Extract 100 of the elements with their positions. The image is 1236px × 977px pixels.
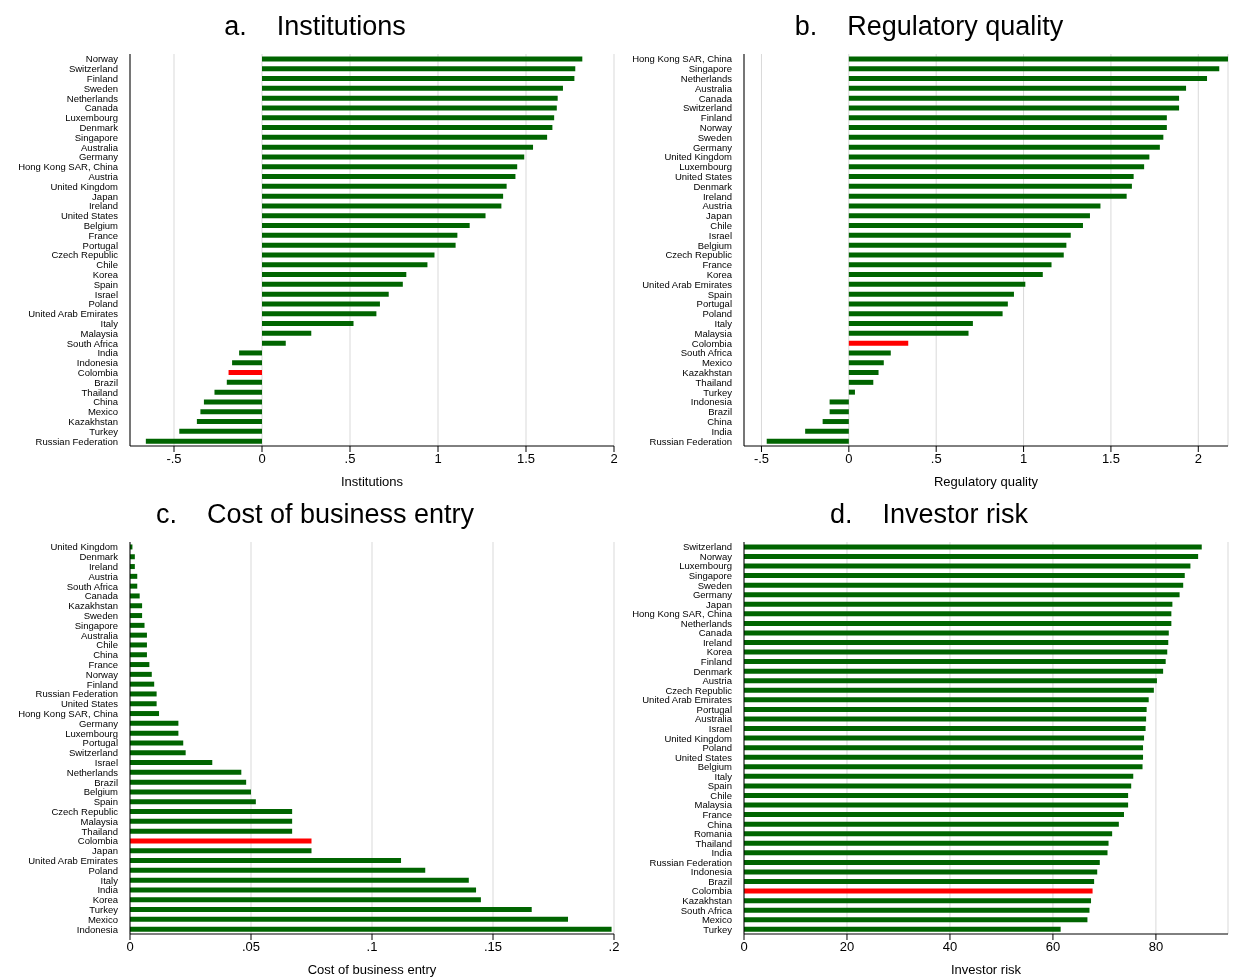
y-tick-label: Netherlands: [66, 766, 119, 778]
bar: [262, 174, 516, 180]
y-tick-label: Canada: [84, 590, 119, 602]
y-tick-label: Luxembourg: [679, 560, 732, 572]
bar: [744, 544, 1202, 550]
x-tick-label: 1: [434, 451, 442, 467]
y-tick-label: Turkey: [703, 923, 733, 935]
y-tick-label: India: [711, 847, 733, 859]
y-tick-label: Czech Republic: [51, 249, 119, 261]
bar: [130, 730, 179, 736]
bar: [130, 652, 147, 658]
bar: [262, 134, 548, 140]
x-tick-label: 80: [1148, 939, 1164, 955]
bar: [848, 223, 1083, 229]
y-tick-label: United States: [60, 698, 119, 710]
x-tick-label: 40: [942, 939, 958, 955]
y-tick-label: Korea: [92, 269, 119, 280]
bar: [848, 321, 973, 327]
y-tick-label: Netherlands: [66, 92, 119, 104]
bar: [130, 877, 469, 883]
y-tick-label: Denmark: [79, 122, 119, 133]
y-tick-label: Denmark: [79, 551, 119, 563]
bar: [130, 818, 293, 824]
y-tick-label: China: [707, 416, 733, 427]
y-tick-label: Australia: [81, 629, 119, 641]
bar: [744, 907, 1090, 913]
bar: [130, 809, 293, 815]
y-tick-label: Czech Republic: [665, 684, 733, 696]
y-tick-label: Mexico: [87, 406, 118, 418]
y-tick-label: United States: [674, 751, 733, 763]
bar: [262, 203, 502, 209]
y-tick-label: Luxembourg: [65, 112, 118, 124]
bar: [262, 95, 558, 101]
bar: [829, 409, 849, 415]
y-tick-label: Hong Kong SAR, China: [18, 708, 119, 719]
bar: [262, 321, 354, 327]
y-tick-label: Belgium: [697, 239, 733, 251]
bar: [262, 291, 389, 297]
y-tick-label: Colombia: [691, 885, 733, 897]
y-tick-label: Japan: [92, 845, 118, 857]
y-tick-label: Spain: [707, 780, 732, 792]
y-tick-label: Brazil: [94, 776, 118, 788]
bar: [744, 630, 1169, 636]
bar: [744, 687, 1154, 693]
y-tick-label: Portugal: [696, 298, 732, 310]
y-tick-label: Thailand: [81, 386, 118, 398]
bar: [262, 85, 563, 91]
bar: [744, 917, 1088, 923]
bar: [848, 350, 891, 356]
y-tick-label: China: [93, 396, 119, 408]
chart-title: b. Regulatory quality: [793, 10, 1065, 43]
y-tick-label: Israel: [94, 757, 118, 768]
bar: [744, 592, 1180, 598]
bar: [744, 659, 1166, 665]
y-tick-label: Singapore: [74, 619, 118, 631]
bar: [262, 242, 456, 248]
y-tick-label: Germany: [78, 151, 119, 163]
y-tick-label: Indonesia: [76, 923, 119, 935]
bar: [848, 360, 884, 366]
bar: [130, 613, 143, 619]
y-tick-label: Israel: [708, 722, 732, 734]
bar: [744, 773, 1134, 779]
bar: [744, 735, 1145, 741]
y-tick-label: Belgium: [83, 220, 119, 231]
y-tick-label: Switzerland: [682, 541, 732, 553]
y-tick-label: Germany: [692, 589, 733, 601]
y-tick-label: Kazakhstan: [682, 895, 732, 907]
bar: [744, 859, 1100, 865]
bar: [848, 56, 1228, 62]
bar: [262, 76, 575, 82]
y-tick-label: Korea: [92, 894, 119, 906]
y-tick-label: Canada: [84, 102, 119, 114]
y-tick-label: Luxembourg: [679, 161, 732, 173]
y-tick-label: France: [88, 659, 118, 670]
bar: [130, 720, 179, 726]
bar: [744, 898, 1092, 904]
y-tick-label: South Africa: [66, 580, 119, 592]
y-tick-label: India: [97, 347, 119, 359]
y-tick-label: Russian Federation: [649, 435, 732, 447]
y-tick-label: Luxembourg: [65, 727, 118, 739]
y-tick-label: France: [702, 259, 732, 271]
bar: [848, 154, 1150, 160]
y-tick-label: Hong Kong SAR, China: [18, 161, 119, 173]
bar: [262, 115, 555, 121]
bar: [232, 360, 262, 366]
y-tick-label: Ireland: [702, 190, 732, 202]
bar: [262, 232, 458, 238]
bar: [262, 223, 470, 229]
y-tick-label: Brazil: [708, 406, 732, 418]
bar: [848, 144, 1160, 150]
y-tick-label: Turkey: [703, 386, 733, 398]
bar: [130, 691, 157, 697]
bar: [262, 105, 557, 111]
y-tick-label: Chile: [96, 259, 118, 271]
bar: [130, 838, 312, 844]
bar: [848, 370, 879, 376]
bar: [130, 897, 481, 903]
bar: [744, 620, 1172, 626]
bar: [130, 632, 147, 638]
bar: [130, 769, 242, 775]
